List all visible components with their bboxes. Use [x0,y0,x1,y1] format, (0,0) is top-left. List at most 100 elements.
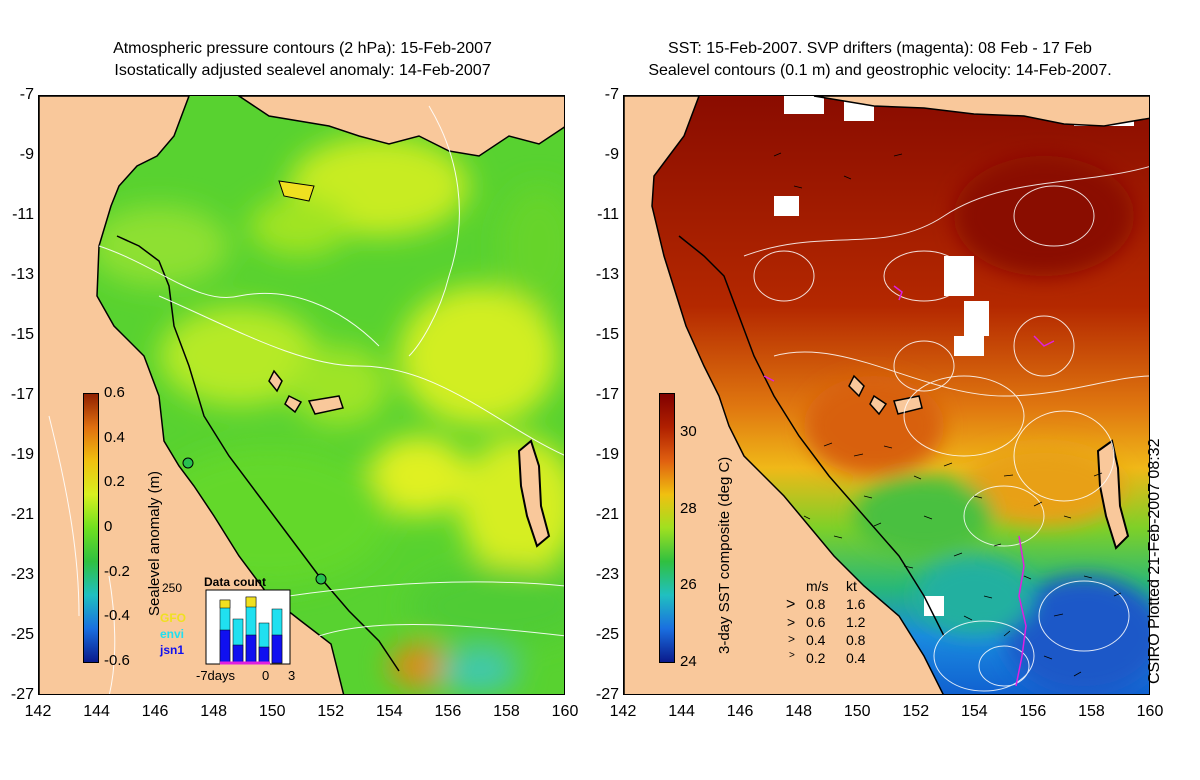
velocity-legend-arrow-icon: > [788,632,796,646]
velocity-legend-arrow-icon: > [786,596,796,613]
satellite-jsn1: jsn1 [160,643,185,657]
colorbar-tick: -0.4 [104,607,130,625]
left-title-line2: Isostatically adjusted sealevel anomaly:… [114,62,491,79]
histogram-bars [219,596,283,664]
inset-xlabel-start: -7days [196,668,236,683]
left-panel-title: Atmospheric pressure contours (2 hPa): 1… [40,38,565,82]
velocity-legend-kt: 1.2 [846,614,866,630]
right-ytick: -27 [595,686,619,703]
right-xtick: 156 [1019,703,1047,720]
left-ytick: -25 [10,626,34,643]
left-xtick: 148 [200,703,227,720]
sst-map [623,95,1150,695]
right-xtick: 142 [609,703,637,720]
australia-landmass [39,96,345,694]
left-ytick: -17 [10,386,34,403]
sealevel-contours [743,166,1149,692]
colorbar-tick: 0.4 [104,428,125,446]
left-xtick: 142 [24,703,52,720]
left-xtick: 160 [551,703,579,720]
colorbar-tick: 30 [680,423,697,440]
colorbar-tick: 26 [680,576,697,594]
reef-edge-line [116,235,400,672]
satellite-envi: envi [160,627,185,641]
drifter-track [1033,335,1055,347]
velocity-legend: m/s kt >0.8 1.6 >0.6 1.2 >0.4 0.8 >0.2 0.4 [780,578,890,670]
right-ytick: -21 [595,506,619,523]
inset-xlabel-end: 3 [288,668,296,683]
right-xtick: 144 [668,703,695,720]
left-title-line1: Atmospheric pressure contours (2 hPa): 1… [113,40,492,57]
right-xtick: 160 [1136,703,1164,720]
right-panel-title: SST: 15-Feb-2007. SVP drifters (magenta)… [600,38,1160,82]
left-ytick: -7 [19,86,34,103]
left-xtick: 158 [493,703,520,720]
australia-landmass [624,96,944,694]
right-xtick: 146 [726,703,754,720]
louisiade-islands [278,180,315,202]
left-ytick: -21 [10,506,34,523]
colorbar-tick: 28 [680,499,697,517]
inset-ymax: 250 [162,581,183,595]
left-xtick: 144 [83,703,110,720]
data-count-inset: Data count 250 [162,575,295,665]
velocity-legend-ms: 0.2 [806,650,826,666]
velocity-legend-kt: 0.4 [846,650,866,666]
sst-map-canvas [624,96,1149,694]
reef-edge-line [678,235,945,637]
left-xtick: 146 [141,703,169,720]
inset-title: Data count [204,575,267,589]
right-xtick: 148 [785,703,812,720]
left-ytick: -19 [10,446,34,463]
sealevel-colorbar [83,393,99,663]
drifter-track [1015,535,1027,687]
right-xtick: 154 [960,703,988,720]
velocity-legend-arrow-icon: > [789,650,795,661]
drifter-track [763,375,775,382]
right-ytick: -11 [597,206,619,223]
tide-gauge-marker [315,573,327,585]
colorbar-tick: 0.2 [104,473,125,491]
new-caledonia [517,439,551,548]
new-guinea-landmass [237,96,564,157]
credit-text: CSIRO Plotted 21-Feb-2007 08:32 [1146,438,1163,684]
colorbar-tick: 0 [104,518,113,535]
right-xtick: 158 [1078,703,1105,720]
sst-colorbar [659,393,675,663]
new-guinea-landmass [813,96,1149,127]
right-title-line2: Sealevel contours (0.1 m) and geostrophi… [648,62,1112,79]
satellite-gfo: GFO [160,611,186,625]
left-ytick: -11 [12,206,34,223]
left-ytick: -13 [10,266,34,283]
left-xtick: 154 [375,703,403,720]
legend-header-kt: kt [846,578,857,594]
inset-xlabel-zero: 0 [262,668,270,683]
right-xtick: 150 [843,703,871,720]
left-xtick: 156 [434,703,462,720]
velocity-legend-ms: 0.4 [806,632,826,648]
velocity-legend-arrow-icon: > [787,614,796,630]
satellite-legend: GFO envi jsn1 [160,610,186,658]
inset-histogram [205,589,291,665]
colorbar-tick: -0.6 [104,652,130,669]
right-ytick: -13 [595,266,619,283]
velocity-legend-kt: 1.6 [846,596,866,612]
sealevel-colorbar-label: Sealevel anomaly (m) [146,470,163,616]
left-ytick: -15 [10,326,34,343]
velocity-legend-kt: 0.8 [846,632,866,648]
left-ytick: -9 [19,146,34,163]
left-ytick: -23 [10,566,34,583]
right-xtick: 152 [902,703,930,720]
right-ytick: -9 [604,146,619,163]
colorbar-tick: -0.2 [104,562,130,580]
tide-gauge-marker [182,457,194,469]
right-ytick: -7 [604,86,619,103]
left-xtick: 150 [258,703,286,720]
velocity-arrows [773,152,1122,677]
velocity-legend-ms: 0.6 [806,614,826,630]
right-ytick: -17 [595,386,619,403]
sst-patches [804,156,1149,694]
left-ytick: -27 [10,686,34,703]
sealevel-map-canvas [39,96,564,694]
pressure-contours [48,105,564,694]
